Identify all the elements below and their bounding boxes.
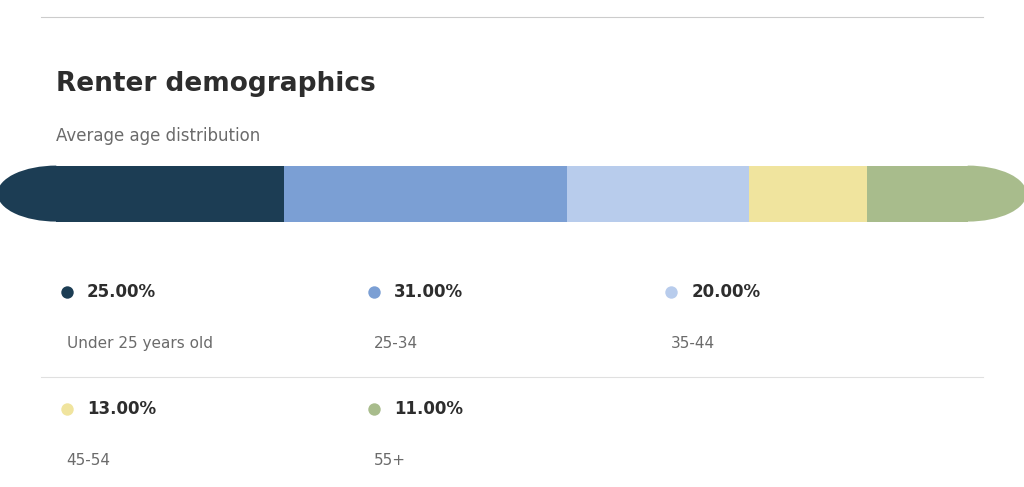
- Point: [58, 288, 75, 296]
- Text: 13.00%: 13.00%: [87, 400, 157, 418]
- FancyBboxPatch shape: [749, 166, 867, 222]
- Text: 25-34: 25-34: [374, 336, 418, 351]
- Wedge shape: [0, 166, 56, 222]
- Text: 20.00%: 20.00%: [691, 283, 761, 301]
- Text: 25.00%: 25.00%: [87, 283, 157, 301]
- Text: 45-54: 45-54: [67, 453, 111, 468]
- Point: [58, 405, 75, 413]
- FancyBboxPatch shape: [566, 166, 749, 222]
- Point: [366, 288, 382, 296]
- Point: [366, 405, 382, 413]
- Text: Renter demographics: Renter demographics: [56, 71, 376, 96]
- Text: Average age distribution: Average age distribution: [56, 127, 260, 145]
- Text: 35-44: 35-44: [671, 336, 715, 351]
- FancyBboxPatch shape: [867, 166, 968, 222]
- Text: 31.00%: 31.00%: [394, 283, 464, 301]
- Wedge shape: [968, 166, 1024, 222]
- Text: Under 25 years old: Under 25 years old: [67, 336, 213, 351]
- Point: [663, 288, 679, 296]
- FancyBboxPatch shape: [56, 166, 284, 222]
- FancyBboxPatch shape: [284, 166, 566, 222]
- Text: 55+: 55+: [374, 453, 406, 468]
- Text: 11.00%: 11.00%: [394, 400, 463, 418]
